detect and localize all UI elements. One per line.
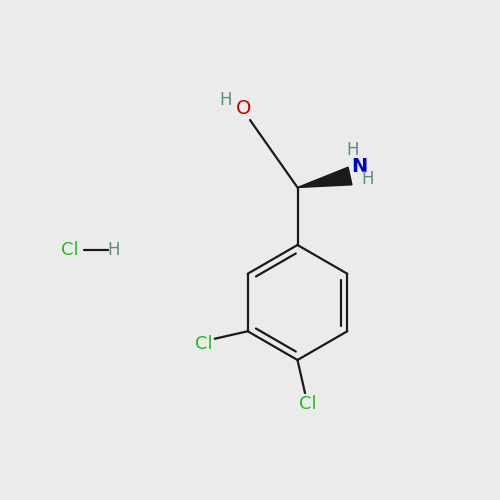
Text: N: N: [351, 156, 367, 176]
Text: Cl: Cl: [298, 395, 316, 413]
Text: H: H: [362, 170, 374, 188]
Polygon shape: [298, 167, 352, 188]
Text: H: H: [108, 241, 120, 259]
Text: Cl: Cl: [61, 241, 79, 259]
Text: H: H: [220, 91, 232, 109]
Text: O: O: [236, 100, 252, 118]
Text: H: H: [347, 141, 359, 159]
Text: Cl: Cl: [195, 335, 212, 353]
